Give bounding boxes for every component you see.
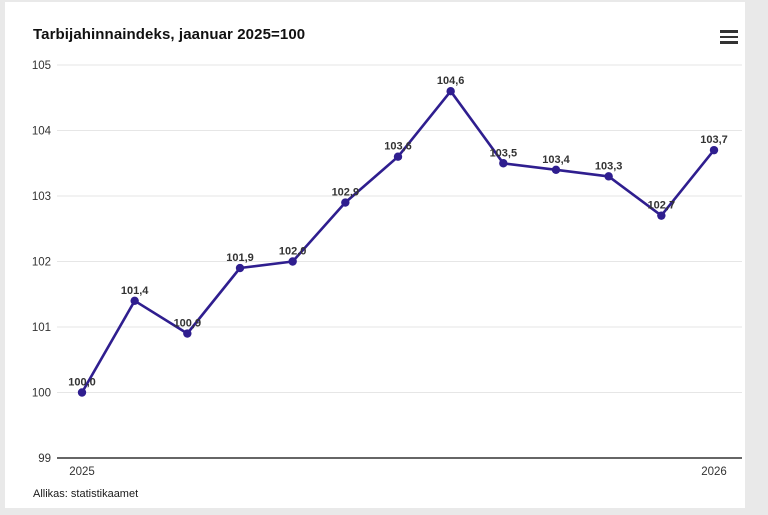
data-point-label: 102,7 (648, 200, 676, 212)
chart-card: Tarbijahinnaindeks, jaanuar 2025=100 99 1… (5, 2, 745, 508)
data-point-label: 103,3 (595, 160, 623, 172)
data-point-label: 103,7 (700, 134, 728, 146)
data-point[interactable] (657, 211, 666, 220)
data-point-label: 101,4 (121, 285, 149, 297)
x-axis-tick-label: 2026 (701, 466, 727, 478)
chart-source: Allikas: statistikaamet (33, 488, 139, 500)
y-axis-tick-label: 102 (32, 257, 51, 269)
data-point[interactable] (341, 198, 350, 207)
data-point-label: 103,4 (542, 154, 570, 166)
line-chart: 99 100 101 102 103 104 105 2025 2026 100,0 101,4 10… (32, 60, 742, 478)
y-axis-tick-label: 105 (32, 60, 51, 72)
data-point[interactable] (446, 87, 455, 96)
data-point-label: 100,9 (174, 318, 202, 330)
data-point-label: 103,5 (490, 147, 518, 159)
y-axis-tick-label: 101 (32, 322, 51, 334)
data-point-label: 100,0 (68, 377, 96, 389)
data-point[interactable] (288, 257, 297, 266)
y-axis-tick-label: 103 (32, 191, 51, 203)
data-point-label: 102,0 (279, 246, 307, 258)
data-point[interactable] (551, 165, 561, 174)
series-line (80, 89, 716, 394)
data-point[interactable] (130, 296, 139, 305)
x-axis-tick-label: 2025 (69, 466, 95, 478)
data-point[interactable] (393, 152, 403, 161)
y-axis-tick-label: 100 (32, 388, 51, 400)
data-point[interactable] (709, 145, 719, 155)
data-point[interactable] (77, 388, 87, 397)
data-point-label: 101,9 (226, 252, 254, 264)
chart-title: Tarbijahinnaindeks, jaanuar 2025=100 (33, 26, 306, 43)
y-axis-tick-label: 104 (32, 126, 52, 138)
data-point[interactable] (499, 159, 508, 168)
data-point-label: 104,6 (437, 75, 465, 87)
data-point[interactable] (235, 263, 245, 273)
hamburger-icon (720, 30, 738, 33)
context-menu-button[interactable] (713, 24, 745, 50)
data-point-label: 103,6 (384, 141, 412, 153)
data-point-label: 102,9 (332, 187, 360, 199)
y-axis-tick-label: 99 (38, 453, 51, 465)
data-point[interactable] (183, 329, 192, 338)
data-point[interactable] (604, 172, 613, 181)
